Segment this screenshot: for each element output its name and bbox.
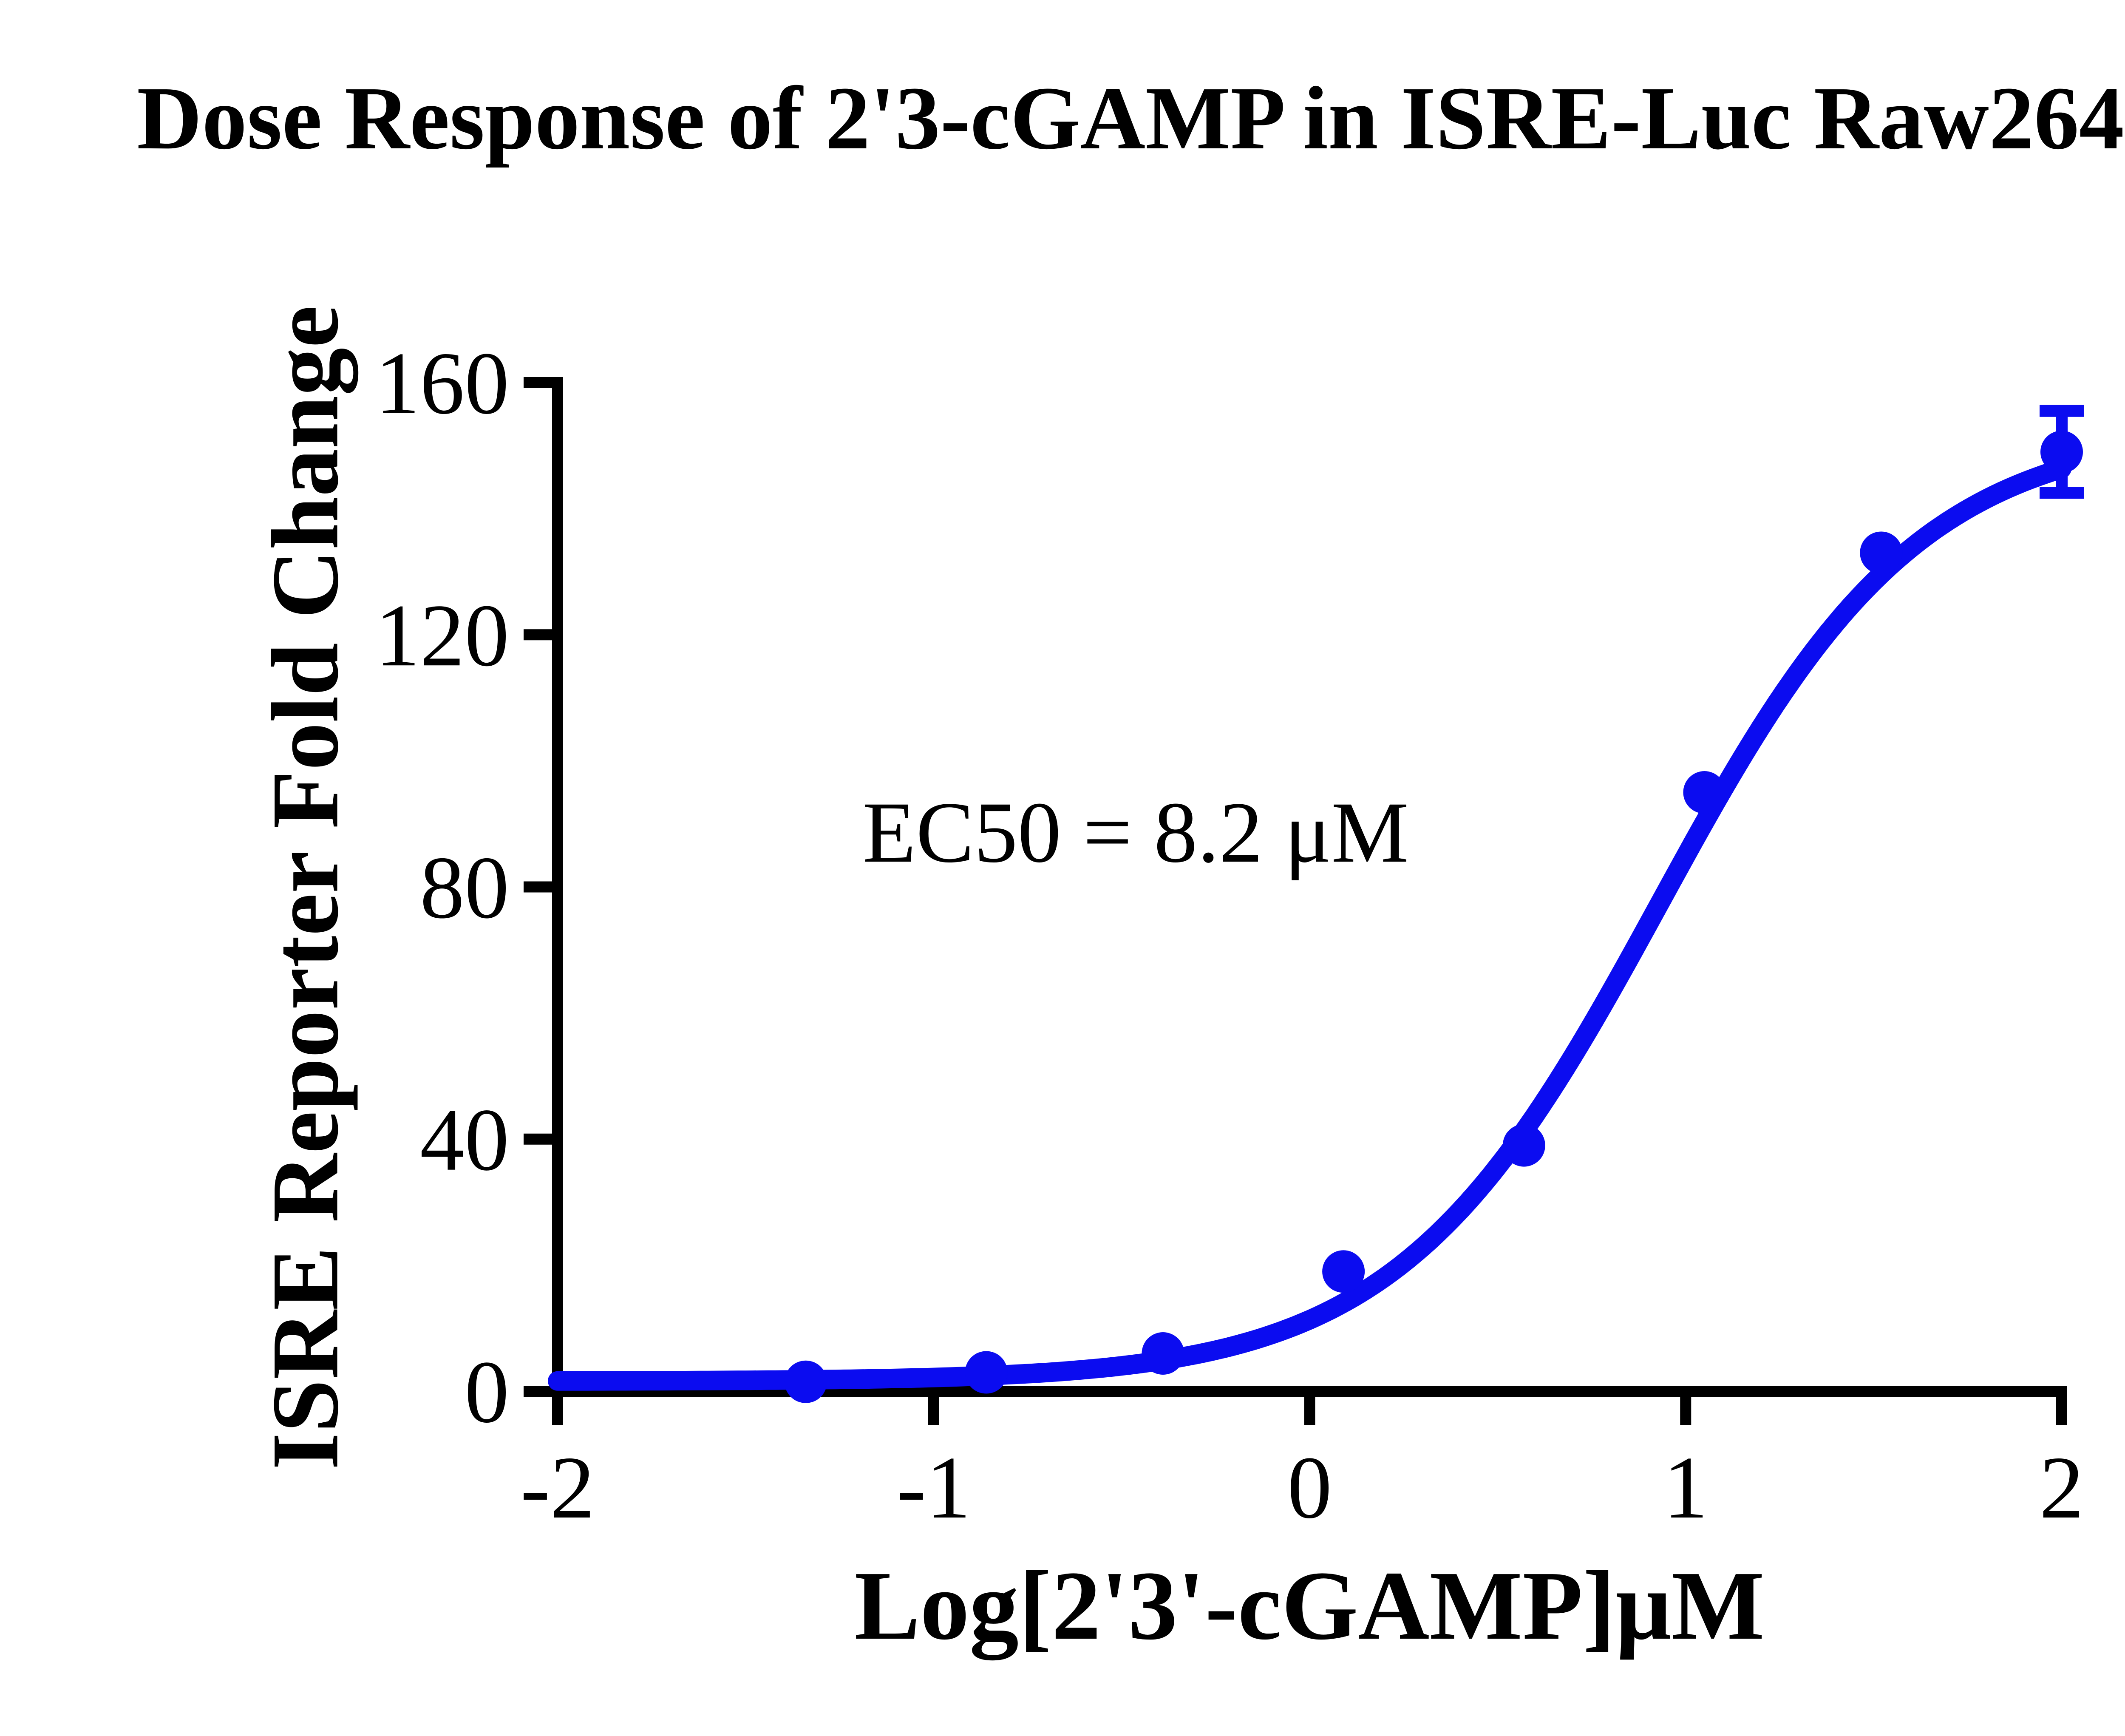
y-tick-label: 80: [420, 839, 509, 937]
y-tick-label: 0: [465, 1343, 509, 1441]
y-tick-label: 160: [375, 334, 509, 433]
data-point: [1860, 531, 1903, 574]
data-point: [1142, 1332, 1184, 1375]
fit-curve: [548, 459, 2071, 1391]
x-tick-label: -1: [896, 1438, 971, 1537]
data-point: [784, 1360, 827, 1403]
ec50-annotation: EC50 = 8.2 μM: [863, 784, 1409, 881]
y-tick-label: 120: [375, 586, 509, 685]
x-tick-label: 2: [2040, 1438, 2084, 1537]
data-point: [1683, 771, 1726, 814]
chart-title: Dose Response of 2'3-cGAMP in ISRE-Luc R…: [137, 68, 2125, 168]
data-point: [965, 1351, 1008, 1394]
x-tick-label: -2: [521, 1438, 595, 1537]
data-point: [2040, 431, 2083, 474]
data-point: [1502, 1124, 1545, 1167]
data-point: [1322, 1250, 1365, 1293]
x-axis-title: Log[2'3'-cGAMP]μM: [854, 1551, 1765, 1660]
x-tick-label: 1: [1663, 1438, 1708, 1537]
x-tick-label: 0: [1287, 1438, 1332, 1537]
y-tick-label: 40: [420, 1091, 509, 1189]
